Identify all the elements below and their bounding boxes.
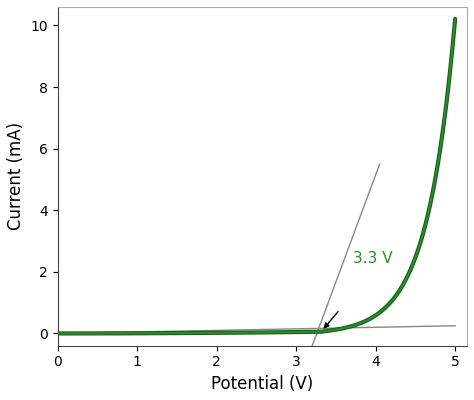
Text: 3.3 V: 3.3 V <box>354 251 393 266</box>
Y-axis label: Current (mA): Current (mA) <box>7 122 25 230</box>
X-axis label: Potential (V): Potential (V) <box>211 375 314 393</box>
